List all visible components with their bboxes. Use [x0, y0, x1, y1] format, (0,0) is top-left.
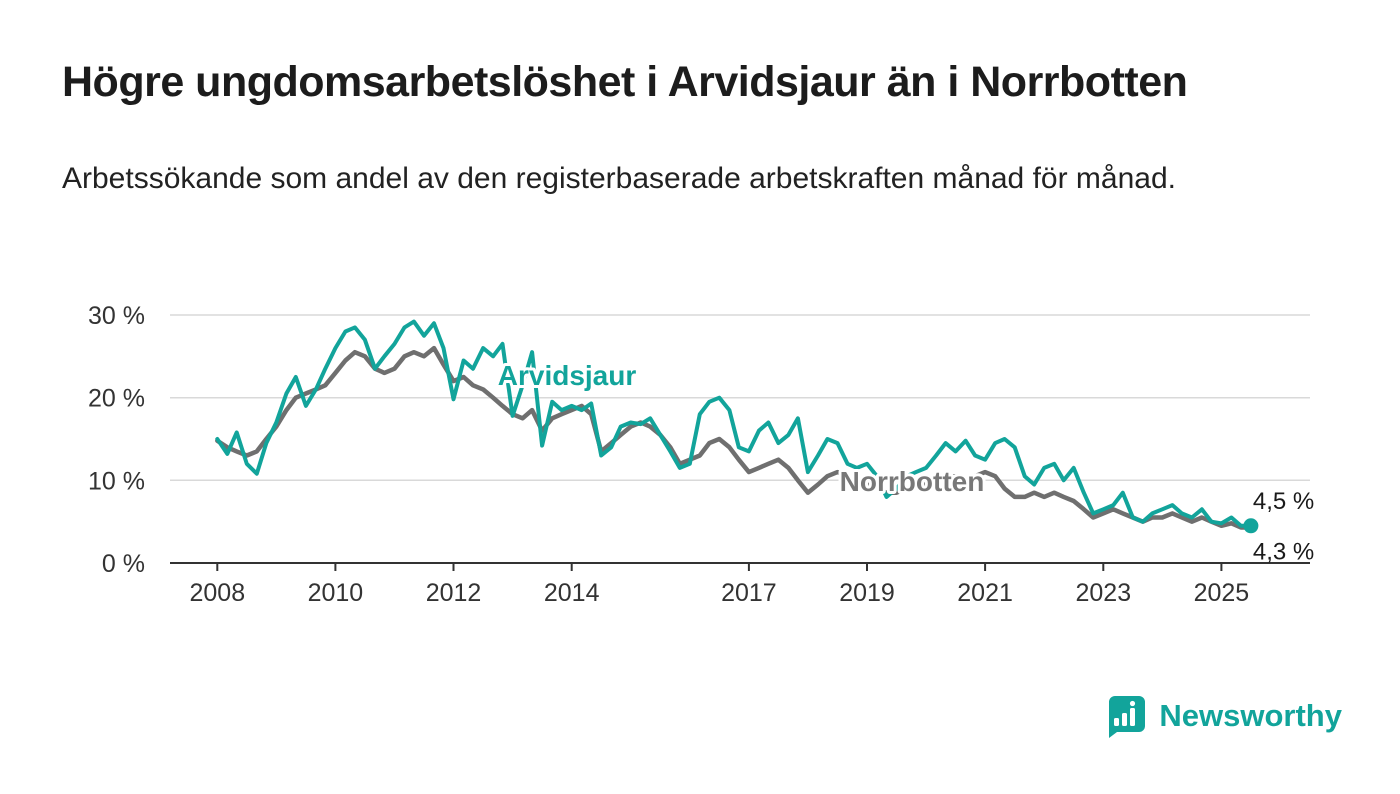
end-dot-arvidsjaur — [1243, 518, 1259, 534]
unemployment-line-chart: 0 % 10 % 20 % 30 % 2008 2010 2012 2014 2017 2019 2… — [88, 302, 1314, 607]
end-label-norrbotten: 4,3 % — [1253, 539, 1314, 566]
series-label-arvidsjaur: Arvidsjaur — [498, 360, 637, 391]
y-tick-label: 0 % — [102, 550, 145, 578]
series-line-arvidsjaur — [215, 319, 1253, 528]
x-tick-label: 2012 — [426, 579, 482, 607]
y-tick-label: 20 % — [88, 385, 145, 413]
x-tick-label: 2008 — [189, 579, 245, 607]
x-tick-label: 2010 — [308, 579, 364, 607]
series-label-norrbotten: Norrbotten — [840, 466, 985, 497]
y-tick-label: 30 % — [88, 302, 145, 330]
x-tick-label: 2021 — [957, 579, 1013, 607]
newsworthy-logo-text: Newsworthy — [1159, 698, 1342, 733]
newsworthy-branding: Newsworthy — [1103, 694, 1342, 738]
x-tick-label: 2014 — [544, 579, 600, 607]
page-subtitle: Arbetssökande som andel av den registerb… — [62, 162, 1176, 195]
page-title: Högre ungdomsarbetslöshet i Arvidsjaur ä… — [62, 58, 1188, 106]
x-tick-label: 2019 — [839, 579, 895, 607]
x-tick-label: 2023 — [1075, 579, 1131, 607]
end-label-arvidsjaur: 4,5 % — [1253, 488, 1314, 515]
x-tick-label: 2025 — [1194, 579, 1250, 607]
y-tick-label: 10 % — [88, 467, 145, 495]
newsworthy-logo-icon — [1109, 696, 1146, 738]
x-tick-label: 2017 — [721, 579, 777, 607]
series-line-norrbotten — [215, 345, 1254, 530]
